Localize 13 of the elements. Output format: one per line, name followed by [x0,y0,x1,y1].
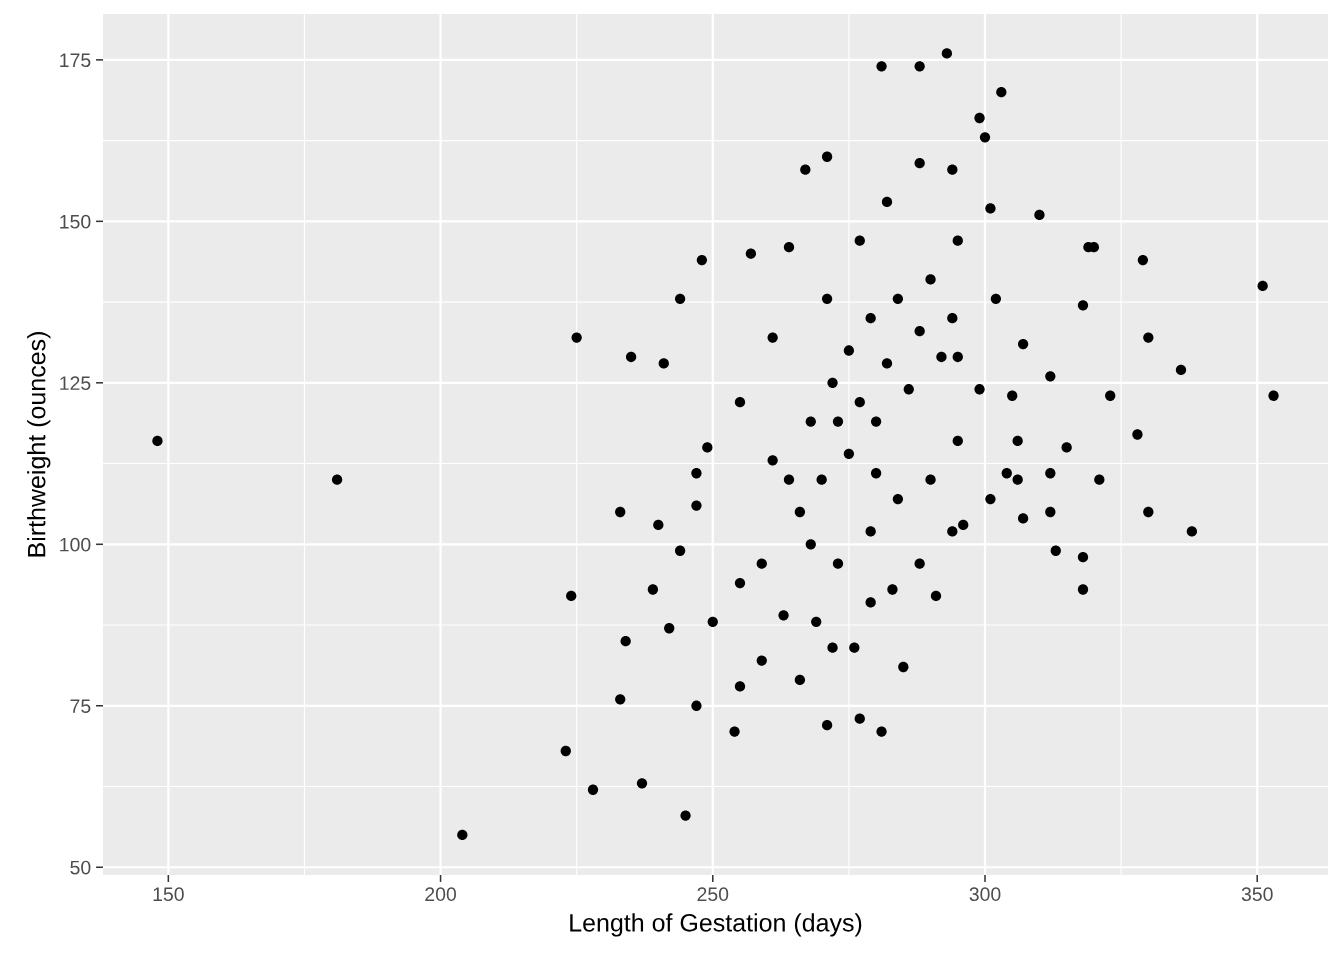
y-tick-label: 50 [70,860,91,875]
x-tick-label: 300 [969,887,1001,902]
y-tick-label: 175 [60,53,91,68]
x-tick-label: 350 [1241,887,1273,902]
y-tick-label: 75 [70,699,91,714]
x-axis-title: Length of Gestation (days) [570,913,862,937]
x-tick-label: 150 [153,887,184,902]
x-tick-label: 250 [697,887,729,902]
y-tick-label: 100 [60,537,91,552]
y-tick-label: 150 [60,214,91,229]
x-tick-label: 200 [425,887,457,902]
y-tick-label: 125 [60,376,91,391]
y-axis-title: Birthweight (ounces) [27,332,51,557]
